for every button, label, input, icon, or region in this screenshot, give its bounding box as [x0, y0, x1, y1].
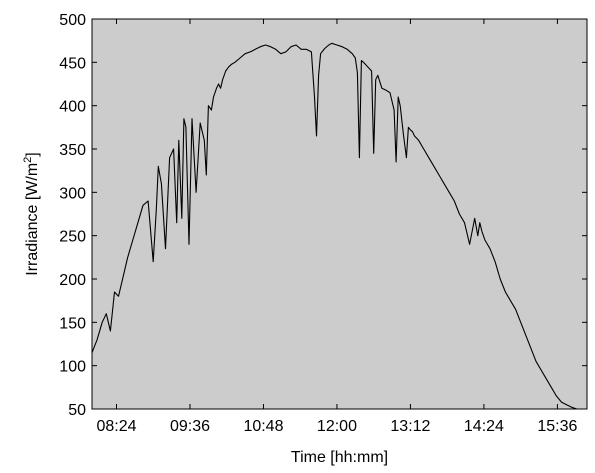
x-tick-label: 08:24: [96, 418, 136, 435]
plot-frame: [91, 18, 588, 410]
y-tick-label: 50: [68, 402, 86, 419]
y-tick-label: 350: [59, 142, 86, 159]
y-axis-label-end: ]: [24, 152, 41, 156]
y-tick-label: 300: [59, 185, 86, 202]
x-tick-label: 14:24: [464, 418, 504, 435]
plot-area: [92, 19, 587, 409]
series-layer: [91, 42, 584, 410]
irradiance-series-line: [91, 42, 584, 410]
y-tick-label: 250: [59, 229, 86, 246]
y-tick-label: 200: [59, 272, 86, 289]
y-tick-label: 150: [59, 315, 86, 332]
x-axis-label: Time [hh:mm]: [291, 449, 388, 466]
y-axis-label-superscript: 2: [22, 157, 34, 163]
x-tick-label: 13:12: [390, 418, 430, 435]
x-tick-label: 09:36: [170, 418, 210, 435]
y-tick-label: 450: [59, 55, 86, 72]
y-axis-label-main: Irradiance [W/m: [24, 163, 41, 276]
ticks-layer: 08:24 09:36 10:48 12:00 13:12 14:24 15:36 50 100…: [59, 12, 587, 435]
y-tick-label: 100: [59, 359, 86, 376]
y-tick-label: 400: [59, 99, 86, 116]
y-axis-label: Irradiance [W/m2]: [22, 152, 41, 276]
y-tick-label: 500: [59, 12, 86, 29]
x-tick-label: 15:36: [537, 418, 577, 435]
x-tick-label: 10:48: [243, 418, 283, 435]
x-tick-label: 12:00: [317, 418, 357, 435]
